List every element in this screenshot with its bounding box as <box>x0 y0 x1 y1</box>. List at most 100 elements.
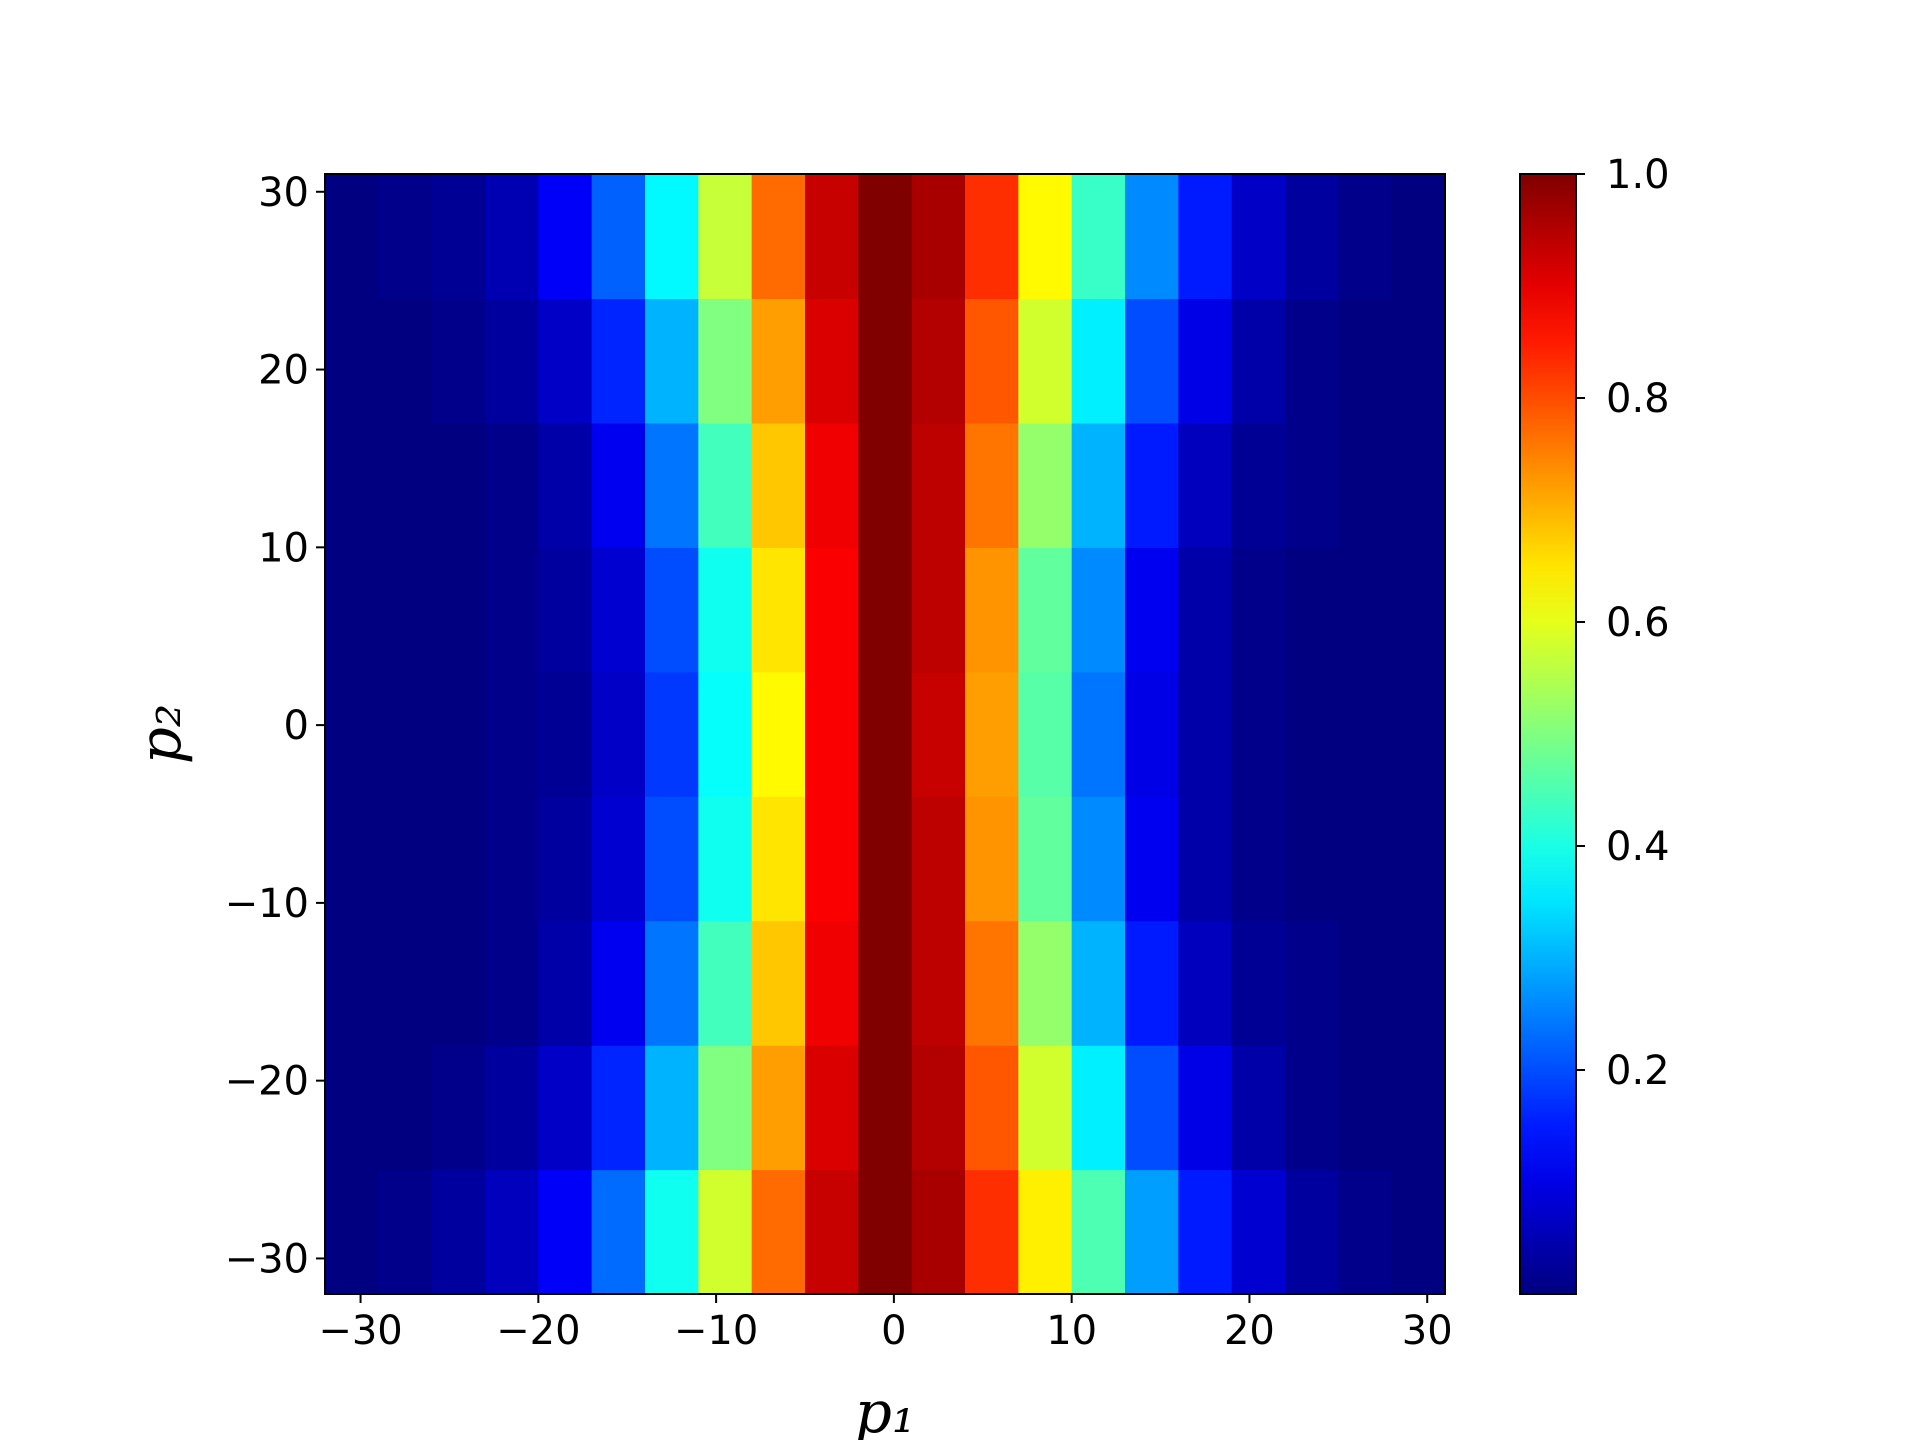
heatmap-cell <box>1018 1045 1073 1171</box>
heatmap-cell <box>378 1045 433 1171</box>
heatmap-cell <box>858 920 913 1046</box>
y-tick-label: 20 <box>258 348 309 394</box>
heatmap-cell <box>591 1045 646 1171</box>
heatmap-cell <box>965 1045 1019 1171</box>
heatmap-cell <box>538 920 593 1046</box>
heatmap-cell <box>911 422 966 548</box>
heatmap-cell <box>1338 671 1393 797</box>
heatmap-cell <box>645 547 699 673</box>
heatmap-cell <box>325 796 379 922</box>
y-tick-label: 30 <box>258 170 309 216</box>
x-axis-label: p₁ <box>855 1378 915 1440</box>
x-tick-label: 20 <box>1224 1308 1275 1354</box>
heatmap-cell <box>1391 671 1446 797</box>
heatmap-cell <box>1071 298 1126 424</box>
x-tick-label: 30 <box>1402 1308 1453 1354</box>
heatmap-cell <box>1231 796 1286 922</box>
heatmap-cell <box>751 174 806 300</box>
heatmap-cell <box>1391 1169 1446 1295</box>
heatmap-cell <box>1018 920 1073 1046</box>
heatmap-cell <box>591 298 646 424</box>
heatmap-cell <box>645 1169 699 1295</box>
heatmap-cell <box>1285 1169 1339 1295</box>
heatmap-cell <box>645 298 699 424</box>
heatmap-cell <box>645 422 699 548</box>
heatmap-cell <box>1338 422 1393 548</box>
heatmap-cell <box>1391 174 1446 300</box>
heatmap-cell <box>485 547 539 673</box>
heatmap-cell <box>431 1169 486 1295</box>
heatmap-cell <box>751 547 806 673</box>
heatmap-cell <box>751 671 806 797</box>
heatmap-cell <box>538 796 593 922</box>
heatmap-cell <box>1018 422 1073 548</box>
heatmap-cell <box>751 1169 806 1295</box>
heatmap-cell <box>1231 298 1286 424</box>
heatmap-cell <box>1125 920 1179 1046</box>
heatmap-cell <box>431 174 486 300</box>
heatmap-cell <box>965 920 1019 1046</box>
y-tick-label: −30 <box>225 1236 309 1282</box>
heatmap-cell <box>1391 1045 1446 1171</box>
heatmap-cell <box>485 174 539 300</box>
heatmap-cell <box>1231 1169 1286 1295</box>
heatmap-cell <box>911 1169 966 1295</box>
heatmap-cell <box>1071 671 1126 797</box>
heatmap-cell <box>858 671 913 797</box>
heatmap-cell <box>485 796 539 922</box>
heatmap-cell <box>1125 1169 1179 1295</box>
heatmap-cell <box>965 1169 1019 1295</box>
heatmap-cell <box>325 920 379 1046</box>
heatmap-cell <box>965 174 1019 300</box>
colorbar-tick-label: 0.2 <box>1606 1048 1670 1094</box>
colorbar-tick-label: 0.6 <box>1606 600 1670 646</box>
heatmap-cell <box>911 547 966 673</box>
heatmap-cell <box>645 920 699 1046</box>
heatmap-cell <box>1338 920 1393 1046</box>
heatmap-cell <box>1018 1169 1073 1295</box>
heatmap-cell <box>751 422 806 548</box>
heatmap-cell <box>645 1045 699 1171</box>
heatmap-cell <box>645 671 699 797</box>
heatmap-cell <box>1071 1169 1126 1295</box>
heatmap-cell <box>1018 796 1073 922</box>
heatmap-cell <box>911 796 966 922</box>
heatmap-cell <box>591 920 646 1046</box>
heatmap-cell <box>378 422 433 548</box>
heatmap-cell <box>1231 671 1286 797</box>
heatmap-cell <box>431 298 486 424</box>
heatmap-cell <box>431 671 486 797</box>
heatmap-cell <box>325 1169 379 1295</box>
heatmap-cell <box>431 920 486 1046</box>
heatmap-cell <box>1125 671 1179 797</box>
heatmap-cell <box>858 1169 913 1295</box>
heatmap-cell <box>1125 1045 1179 1171</box>
heatmap-cell <box>911 1045 966 1171</box>
heatmap-cell <box>591 671 646 797</box>
heatmap-cell <box>1071 547 1126 673</box>
heatmap-cell <box>1178 298 1233 424</box>
heatmap-cell <box>1125 298 1179 424</box>
heatmap-cell <box>378 298 433 424</box>
heatmap-cell <box>1338 174 1393 300</box>
y-tick-label: 0 <box>284 703 309 749</box>
heatmap-cell <box>1178 1169 1233 1295</box>
heatmap-cell <box>805 547 859 673</box>
colorbar-tick-label: 0.4 <box>1606 824 1670 870</box>
heatmap-cell <box>325 671 379 797</box>
heatmap-cell <box>431 422 486 548</box>
heatmap-cell <box>698 422 753 548</box>
heatmap-cell <box>485 298 539 424</box>
heatmap-cell <box>751 920 806 1046</box>
heatmap-cell <box>911 671 966 797</box>
heatmap-cell <box>1178 1045 1233 1171</box>
heatmap-cell <box>538 298 593 424</box>
heatmap-cell <box>1178 920 1233 1046</box>
heatmap-cell <box>591 1169 646 1295</box>
heatmap-cell <box>751 1045 806 1171</box>
heatmap-cell <box>1285 422 1339 548</box>
heatmap-cell <box>858 796 913 922</box>
heatmap-cell <box>858 174 913 300</box>
heatmap-cell <box>378 920 433 1046</box>
